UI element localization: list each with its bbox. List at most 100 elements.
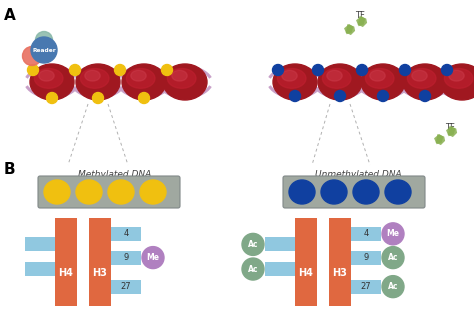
Circle shape <box>400 65 410 75</box>
Text: Me: Me <box>146 253 159 262</box>
Circle shape <box>382 247 404 269</box>
Ellipse shape <box>407 68 436 88</box>
Circle shape <box>31 37 57 63</box>
Ellipse shape <box>385 180 411 204</box>
Ellipse shape <box>273 64 317 100</box>
Text: Methylated DNA: Methylated DNA <box>78 170 152 179</box>
FancyBboxPatch shape <box>351 227 381 241</box>
Circle shape <box>356 65 367 75</box>
Ellipse shape <box>277 68 306 88</box>
Text: Reader: Reader <box>32 48 56 53</box>
FancyBboxPatch shape <box>265 238 295 251</box>
Ellipse shape <box>172 70 187 81</box>
Ellipse shape <box>361 64 405 100</box>
Polygon shape <box>434 134 443 144</box>
Text: TF: TF <box>445 124 455 133</box>
Circle shape <box>377 90 389 102</box>
Ellipse shape <box>327 70 342 81</box>
Polygon shape <box>346 24 355 35</box>
Ellipse shape <box>318 64 362 100</box>
FancyBboxPatch shape <box>55 218 77 306</box>
Text: 27: 27 <box>361 282 371 291</box>
Polygon shape <box>436 134 445 145</box>
Text: Ac: Ac <box>248 240 258 249</box>
FancyBboxPatch shape <box>38 176 180 208</box>
Circle shape <box>162 65 173 75</box>
Polygon shape <box>356 16 365 26</box>
FancyBboxPatch shape <box>111 227 141 241</box>
Ellipse shape <box>370 70 385 81</box>
FancyBboxPatch shape <box>25 262 55 276</box>
Circle shape <box>335 90 346 102</box>
Ellipse shape <box>127 68 155 88</box>
Text: H3: H3 <box>92 268 108 278</box>
Circle shape <box>419 90 430 102</box>
Circle shape <box>92 92 103 104</box>
Text: TF: TF <box>355 11 365 20</box>
Polygon shape <box>448 126 457 137</box>
Text: Unmethylated DNA: Unmethylated DNA <box>315 170 401 179</box>
Ellipse shape <box>322 68 351 88</box>
Ellipse shape <box>131 70 146 81</box>
Ellipse shape <box>403 64 447 100</box>
Text: Ac: Ac <box>248 265 258 274</box>
Circle shape <box>70 65 81 75</box>
Ellipse shape <box>76 180 102 204</box>
Ellipse shape <box>440 64 474 100</box>
FancyBboxPatch shape <box>111 280 141 294</box>
FancyBboxPatch shape <box>25 238 55 251</box>
FancyBboxPatch shape <box>111 251 141 265</box>
Circle shape <box>138 92 149 104</box>
Ellipse shape <box>289 180 315 204</box>
FancyBboxPatch shape <box>351 251 381 265</box>
Ellipse shape <box>122 64 166 100</box>
Circle shape <box>382 276 404 297</box>
Ellipse shape <box>412 70 427 81</box>
Text: 4: 4 <box>364 229 369 238</box>
FancyBboxPatch shape <box>283 176 425 208</box>
Circle shape <box>242 258 264 280</box>
FancyBboxPatch shape <box>265 262 295 276</box>
Text: 9: 9 <box>364 253 369 262</box>
Polygon shape <box>358 16 367 27</box>
Text: 4: 4 <box>123 229 128 238</box>
Text: Ac: Ac <box>388 253 398 262</box>
Polygon shape <box>446 126 456 136</box>
Circle shape <box>242 233 264 255</box>
Text: B: B <box>4 162 16 177</box>
Ellipse shape <box>365 68 394 88</box>
Circle shape <box>27 65 38 75</box>
Text: Me: Me <box>386 229 400 238</box>
Text: 27: 27 <box>121 282 131 291</box>
Ellipse shape <box>282 70 297 81</box>
Ellipse shape <box>445 68 473 88</box>
Ellipse shape <box>30 64 74 100</box>
Circle shape <box>382 223 404 245</box>
Circle shape <box>22 47 42 66</box>
Ellipse shape <box>167 68 196 88</box>
Ellipse shape <box>108 180 134 204</box>
FancyBboxPatch shape <box>295 218 317 306</box>
Text: Ac: Ac <box>388 282 398 291</box>
Ellipse shape <box>39 70 54 81</box>
Circle shape <box>36 31 53 49</box>
Circle shape <box>142 247 164 269</box>
Ellipse shape <box>81 68 109 88</box>
FancyBboxPatch shape <box>329 218 351 306</box>
Circle shape <box>290 90 301 102</box>
Ellipse shape <box>35 68 63 88</box>
FancyBboxPatch shape <box>351 280 381 294</box>
Circle shape <box>115 65 126 75</box>
Ellipse shape <box>44 180 70 204</box>
Circle shape <box>312 65 323 75</box>
Ellipse shape <box>163 64 207 100</box>
Ellipse shape <box>76 64 120 100</box>
Text: H4: H4 <box>59 268 73 278</box>
Ellipse shape <box>85 70 100 81</box>
Polygon shape <box>344 24 354 34</box>
Text: A: A <box>4 8 16 23</box>
Text: 9: 9 <box>123 253 128 262</box>
Ellipse shape <box>321 180 347 204</box>
Text: H3: H3 <box>333 268 347 278</box>
Text: H4: H4 <box>299 268 313 278</box>
